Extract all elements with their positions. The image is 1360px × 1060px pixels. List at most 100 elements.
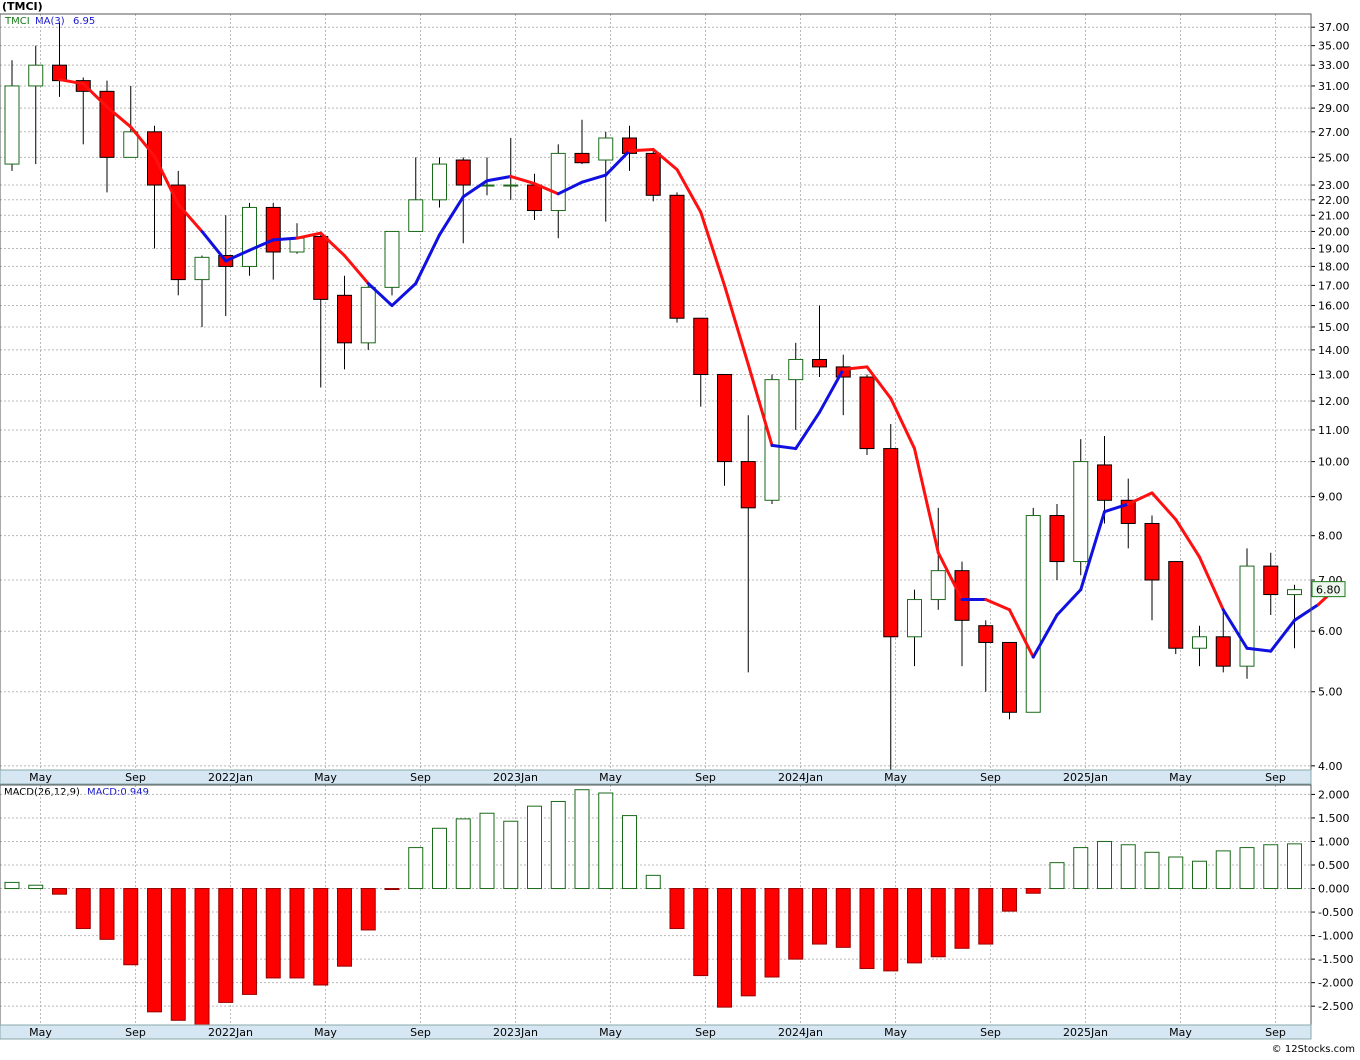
macd-y-tick-label: 1.000 [1318, 835, 1350, 848]
candle [194, 255, 210, 327]
macd-bar [503, 820, 519, 890]
candle-body [1239, 565, 1255, 667]
price-y-tick-label: 4.00 [1318, 760, 1343, 773]
candle [930, 507, 946, 610]
candle-body [883, 448, 899, 638]
macd-y-tick-label: 0.000 [1318, 883, 1350, 896]
macd-y-tick-label: -1.000 [1318, 930, 1353, 943]
macd-bar [764, 888, 780, 978]
ma-segment [248, 238, 275, 252]
candle-body [907, 599, 922, 638]
macd-bar [550, 800, 566, 890]
candle [978, 620, 994, 692]
macd-x-tick-label: Sep [980, 1026, 1001, 1039]
macd-bar [978, 888, 994, 945]
macd-bar [147, 888, 162, 1013]
candle-body [194, 256, 210, 281]
candle [455, 157, 471, 244]
candle [883, 423, 899, 770]
macd-bar [479, 812, 495, 890]
macd-bar [170, 888, 186, 1021]
candle-body [455, 159, 471, 186]
macd-bar [194, 888, 210, 1028]
candle-body [4, 85, 20, 165]
ma-segment [1269, 618, 1296, 653]
macd-x-tick-label: 2022Jan [208, 1026, 253, 1039]
ma-segment [153, 154, 180, 206]
candle-body [1049, 515, 1065, 563]
candle-body [1144, 522, 1160, 581]
last-price-marker: 6.80 [1311, 581, 1346, 598]
macd-bar [1192, 860, 1207, 890]
ma-segment [343, 254, 370, 285]
macd-bar [1215, 850, 1231, 890]
macd-x-tick-label: Sep [1265, 1026, 1286, 1039]
ma-segment [651, 147, 679, 172]
legend-ma-value: 6.95 [73, 16, 95, 27]
price-x-tick-label: 2023Jan [493, 771, 538, 784]
macd-bar [455, 818, 471, 890]
price-y-tick-label: 10.00 [1318, 456, 1350, 469]
price-x-tick-label: Sep [410, 771, 431, 784]
candle-body [242, 206, 257, 267]
ma-segment [1008, 608, 1035, 659]
ma-segment [58, 78, 85, 86]
macd-y-axis: -2.500 -2.000 -1.500 -1.000 -0.500 0.000 0.500… [1311, 788, 1353, 1013]
ma-segment [533, 182, 560, 196]
macd-bar [313, 888, 329, 986]
candle-body [1097, 464, 1112, 501]
macd-bar [218, 888, 234, 1003]
macd-x-tick-label: May [884, 1026, 907, 1039]
macd-x-tick-label: Sep [695, 1026, 716, 1039]
candle [313, 234, 329, 388]
price-y-tick-label: 37.00 [1318, 21, 1350, 34]
macd-bar [669, 888, 685, 930]
ma-segment [913, 447, 940, 555]
ma-segment [319, 231, 346, 258]
candle [764, 374, 780, 505]
candle-body [812, 359, 827, 368]
price-x-tick-label: 2024Jan [778, 771, 823, 784]
candle [408, 157, 424, 232]
macd-x-tick-label: May [1169, 1026, 1192, 1039]
macd-bar [598, 792, 614, 890]
macd-bar [907, 888, 922, 964]
macd-bar [337, 888, 352, 967]
candle [669, 192, 685, 323]
ma-segment [224, 248, 251, 263]
candle-body [123, 131, 139, 158]
last-price-label: 6.80 [1316, 584, 1341, 597]
candle [645, 150, 661, 202]
candle-body [669, 194, 685, 319]
candle-body [527, 184, 542, 212]
price-y-tick-label: 22.00 [1318, 194, 1350, 207]
credits: © 12Stocks.com [1272, 1044, 1355, 1055]
candle [503, 138, 519, 200]
candle [788, 342, 804, 430]
candle [1097, 436, 1112, 524]
ma-segment [556, 180, 584, 196]
macd-bar [1097, 840, 1112, 890]
macd-bar [883, 888, 899, 972]
candle-body [574, 152, 590, 164]
macd-bar [265, 888, 281, 979]
macd-bar [289, 888, 305, 979]
candle [717, 373, 732, 486]
candle [1002, 641, 1017, 720]
price-y-tick-label: 21.00 [1318, 209, 1350, 222]
macd-bar [954, 888, 970, 949]
price-x-tick-label: May [1169, 771, 1192, 784]
ma-segment [105, 105, 133, 129]
ma-segment [1055, 588, 1083, 617]
macd-bar [622, 815, 637, 890]
macd-bar [432, 827, 447, 890]
price-x-tick-label: Sep [1265, 771, 1286, 784]
candle [740, 415, 756, 673]
price-y-axis: 4.005.006.007.008.009.0010.0011.0012.001… [1311, 21, 1350, 773]
price-y-tick-label: 17.00 [1318, 279, 1350, 292]
macd-y-tick-label: -0.500 [1318, 906, 1353, 919]
macd-x-tick-label: 2025Jan [1063, 1026, 1108, 1039]
macd-x-tick-label: May [599, 1026, 622, 1039]
